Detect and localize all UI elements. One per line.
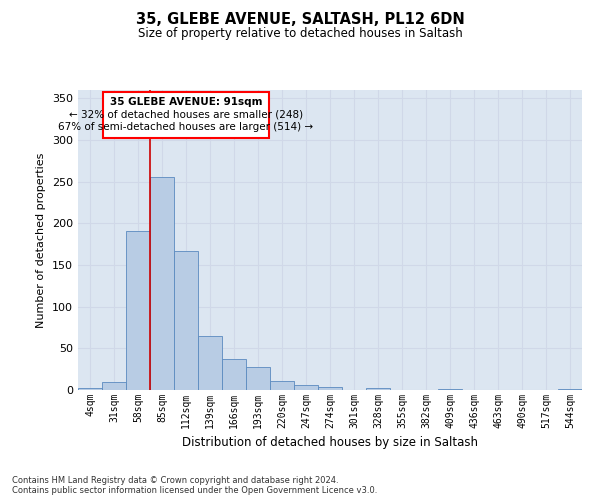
Bar [102,382,126,390]
Text: Size of property relative to detached houses in Saltash: Size of property relative to detached ho… [137,28,463,40]
Bar [198,336,222,390]
Bar [558,389,582,390]
Text: 67% of semi-detached houses are larger (514) →: 67% of semi-detached houses are larger (… [58,122,314,132]
Bar [294,385,318,390]
Bar [78,388,102,390]
Bar [174,251,198,390]
Bar [438,389,462,390]
Text: ← 32% of detached houses are smaller (248): ← 32% of detached houses are smaller (24… [69,110,303,120]
Bar [222,359,246,390]
Bar [246,366,270,390]
Y-axis label: Number of detached properties: Number of detached properties [37,152,46,328]
Text: Distribution of detached houses by size in Saltash: Distribution of detached houses by size … [182,436,478,449]
Text: Contains HM Land Registry data © Crown copyright and database right 2024.
Contai: Contains HM Land Registry data © Crown c… [12,476,377,495]
Text: 35 GLEBE AVENUE: 91sqm: 35 GLEBE AVENUE: 91sqm [110,97,262,107]
Bar [126,231,150,390]
FancyBboxPatch shape [103,92,269,138]
Bar [150,176,174,390]
Bar [318,386,342,390]
Bar [270,381,294,390]
Text: 35, GLEBE AVENUE, SALTASH, PL12 6DN: 35, GLEBE AVENUE, SALTASH, PL12 6DN [136,12,464,28]
Bar [366,388,390,390]
